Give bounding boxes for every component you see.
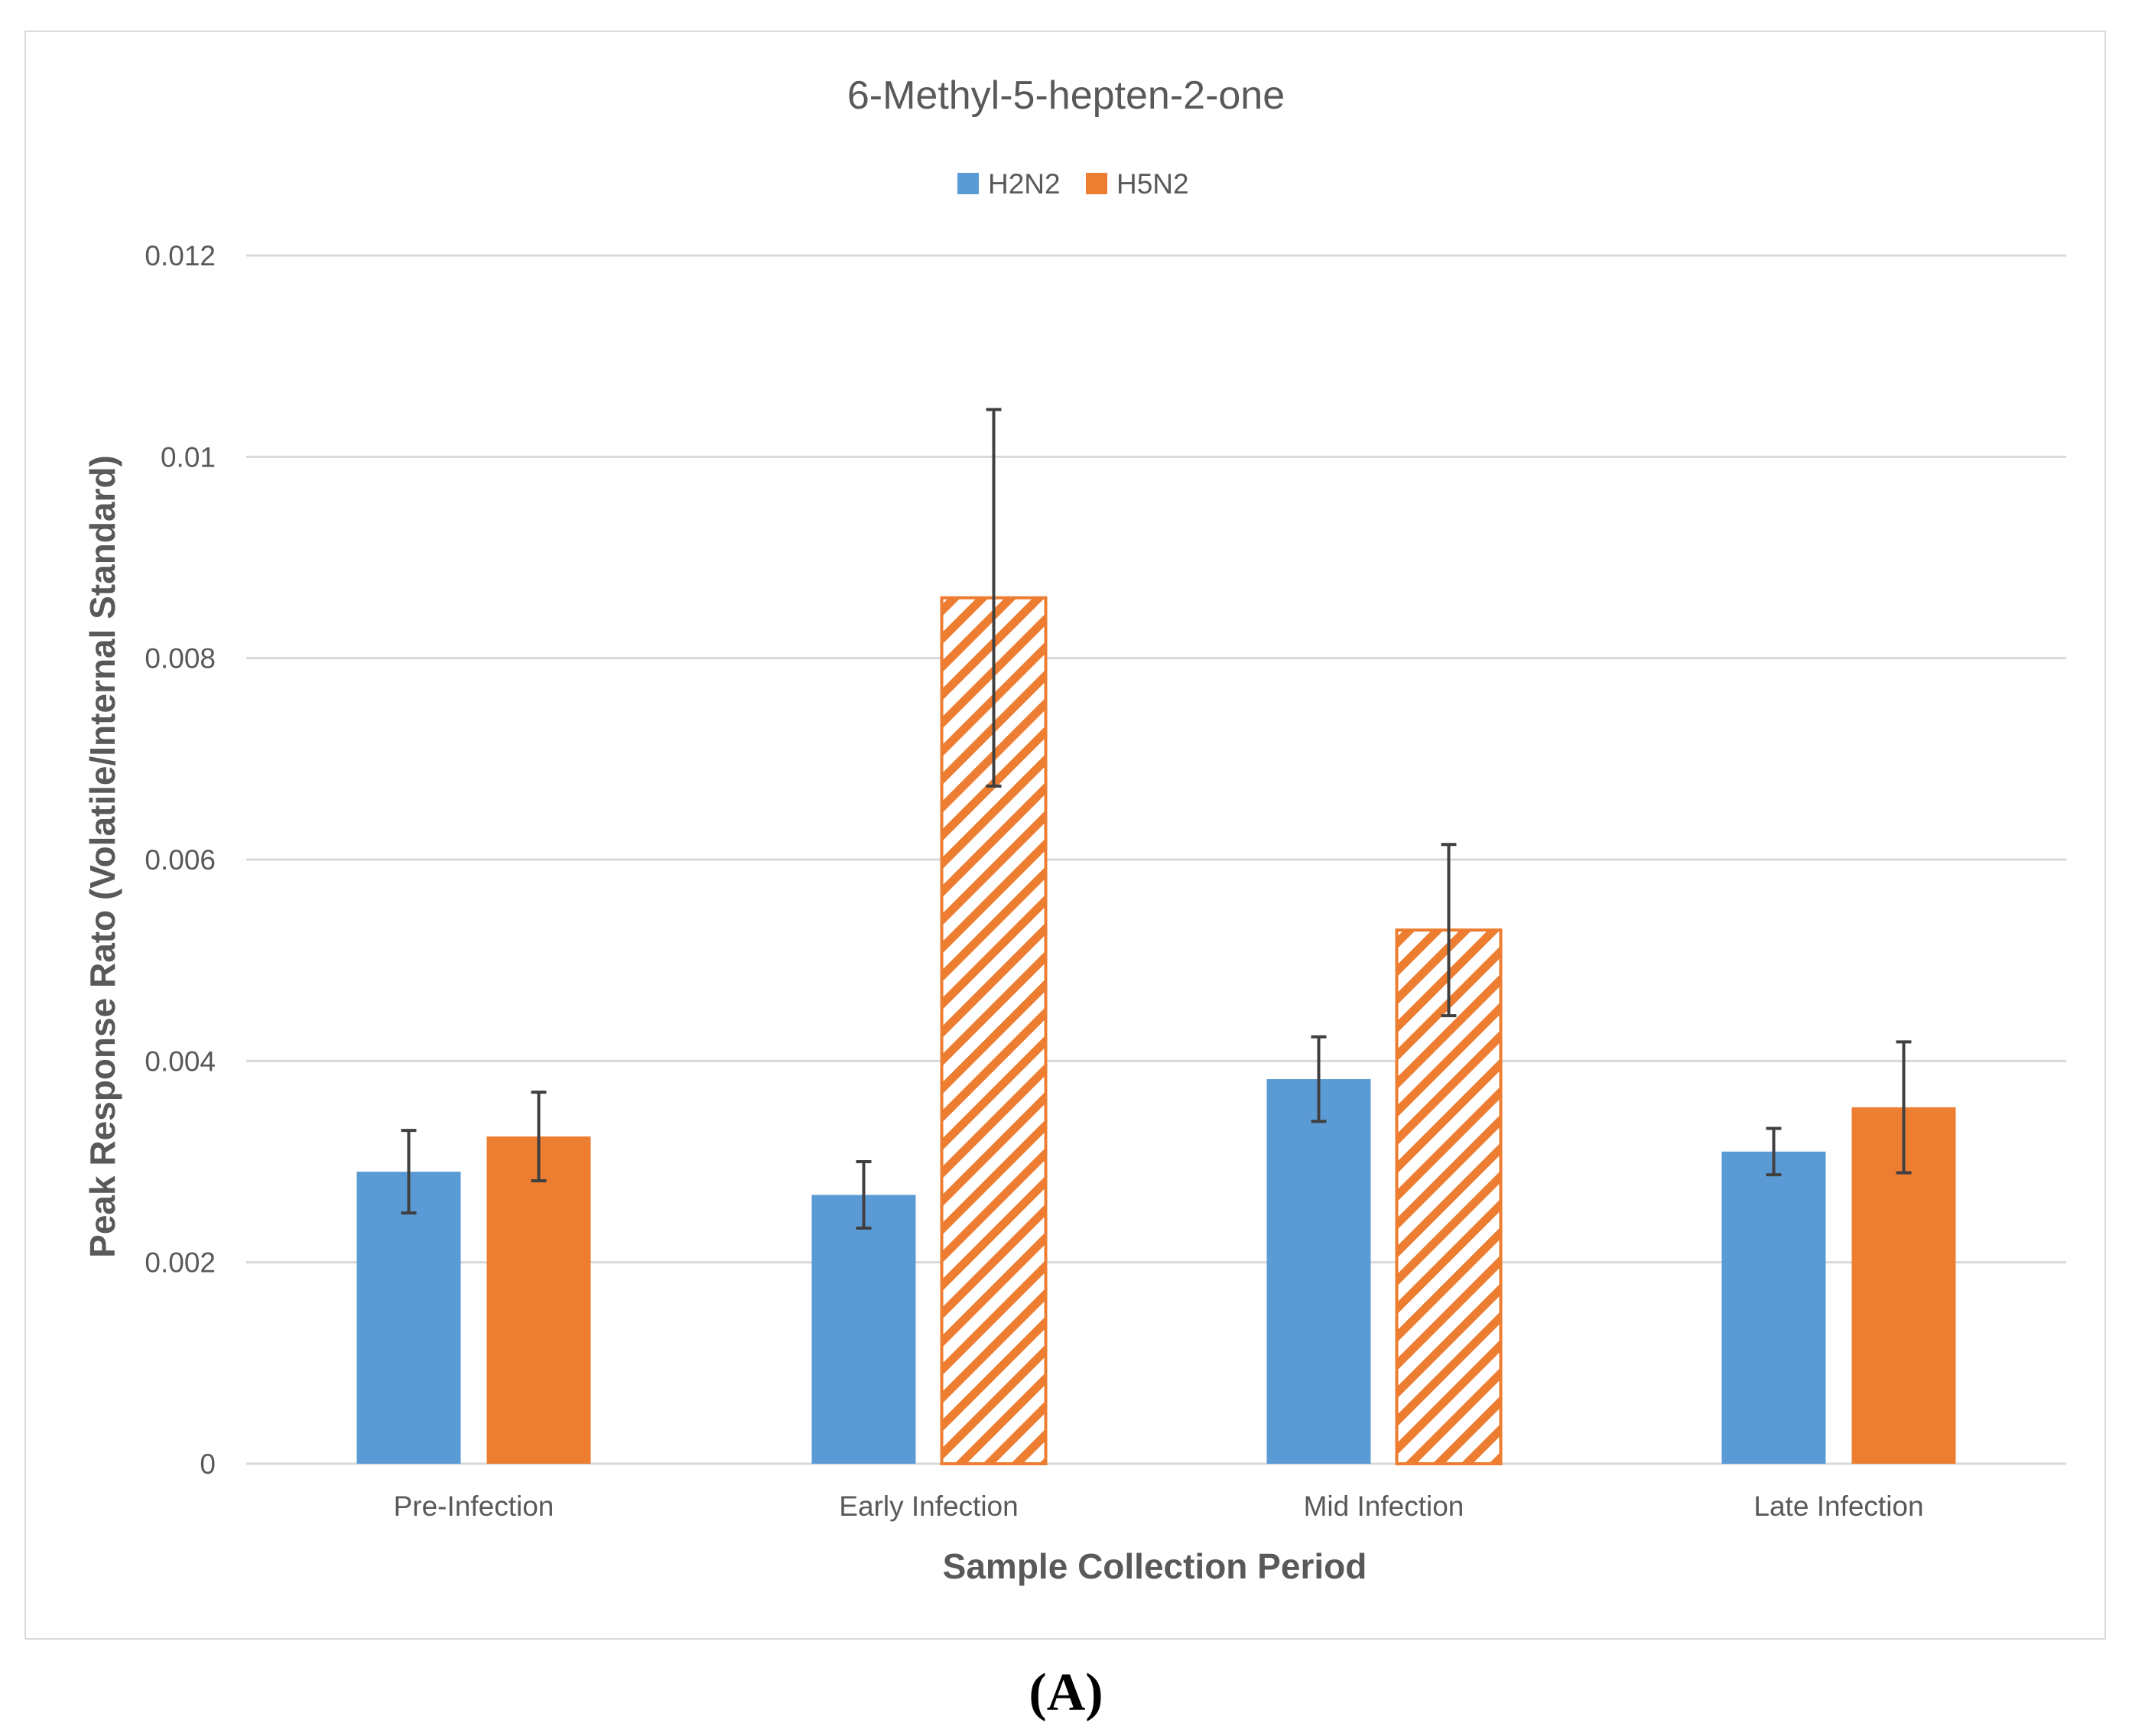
y-tick-label: 0.008 — [145, 643, 216, 675]
chart-title: 6-Methyl-5-hepten-2-one — [847, 73, 1285, 118]
y-tick-label: 0.006 — [145, 844, 216, 876]
error-bar-h2n2-2 — [856, 1160, 872, 1230]
y-tick-label: 0 — [200, 1448, 216, 1480]
y-tick-label: 0.004 — [145, 1045, 216, 1077]
legend-swatch-h2n2 — [957, 173, 979, 194]
y-tick-label: 0.002 — [145, 1247, 216, 1279]
figure-caption: (A) — [1029, 1663, 1103, 1722]
error-bars — [401, 408, 1912, 1230]
bar-h2n2-4 — [1721, 1151, 1826, 1464]
error-bar-h5n2-2 — [986, 408, 1002, 788]
y-axis-ticks: 0 0.002 0.004 0.006 0.008 0.01 0.012 — [145, 240, 216, 1480]
x-tick-label: Pre-Infection — [394, 1491, 554, 1522]
legend: H2N2 H5N2 — [957, 168, 1189, 200]
x-tick-label: Mid Infection — [1304, 1491, 1464, 1522]
error-bar-h5n2-3 — [1441, 843, 1457, 1018]
error-bar-h5n2-4 — [1896, 1040, 1912, 1175]
bar-h2n2-3 — [1266, 1079, 1371, 1464]
y-tick-label: 0.01 — [161, 441, 216, 473]
bar-h2n2-2 — [811, 1195, 916, 1464]
error-bar-h2n2-3 — [1311, 1035, 1327, 1123]
x-axis-title: Sample Collection Period — [943, 1546, 1367, 1586]
y-tick-label: 0.012 — [145, 240, 216, 271]
bar-h5n2-3 — [1395, 928, 1503, 1465]
bars — [356, 596, 1956, 1466]
x-tick-label: Late Infection — [1753, 1491, 1923, 1522]
legend-swatch-h5n2 — [1086, 173, 1107, 194]
bar-h2n2-1 — [356, 1172, 461, 1464]
legend-label-h5n2: H5N2 — [1116, 168, 1189, 200]
y-axis-title: Peak Response Rato (Volatile/Internal St… — [83, 455, 122, 1258]
error-bar-h2n2-1 — [401, 1129, 417, 1215]
x-tick-label: Early Infection — [839, 1491, 1018, 1522]
x-axis-ticks: Pre-Infection Early Infection Mid Infectio… — [394, 1491, 1924, 1522]
error-bar-h2n2-4 — [1766, 1126, 1782, 1177]
bar-h5n2-1 — [486, 1136, 591, 1464]
legend-label-h2n2: H2N2 — [988, 168, 1061, 200]
error-bar-h5n2-1 — [531, 1091, 547, 1183]
